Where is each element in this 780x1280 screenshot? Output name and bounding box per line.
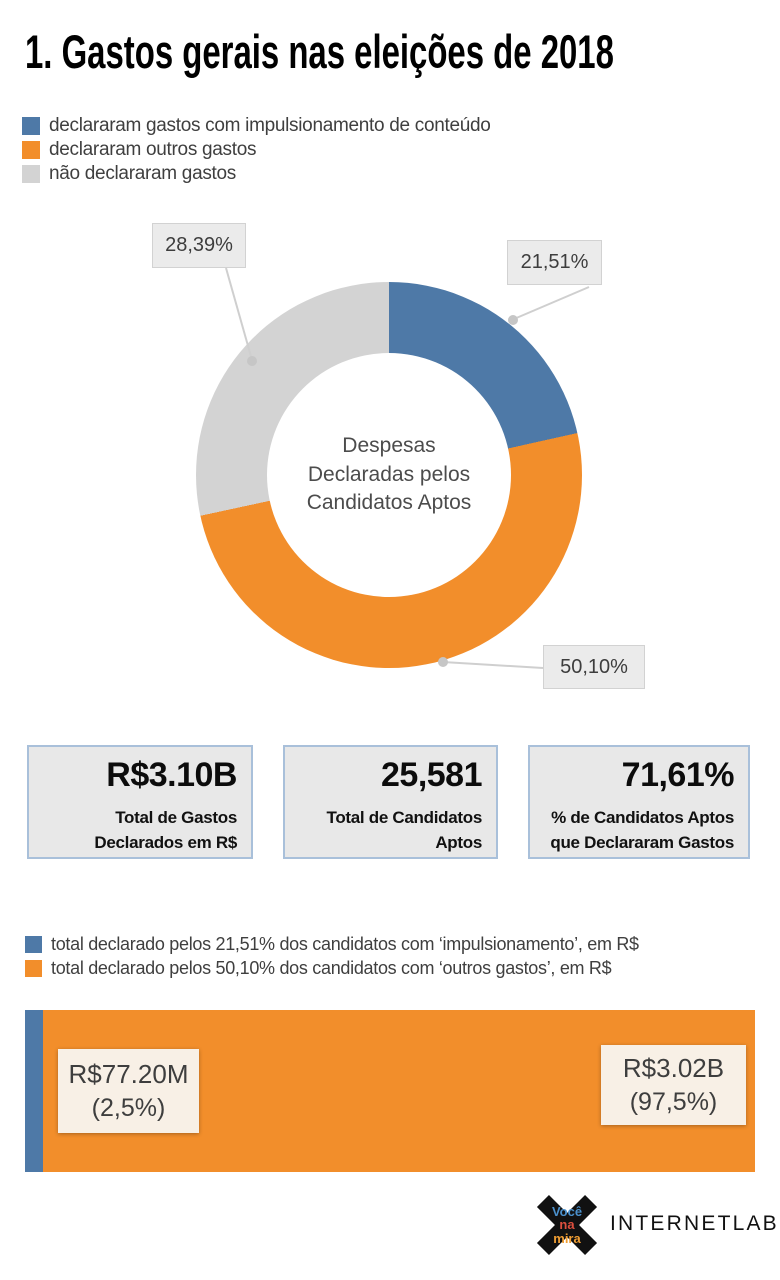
legend-item-nao-declararam: não declararam gastos: [22, 162, 491, 186]
legend-item-impulsionamento: declararam gastos com impulsionamento de…: [22, 114, 491, 138]
stat-box-total-candidatos: 25,581 Total de Candidatos Aptos: [283, 745, 498, 859]
legend-label: declararam gastos com impulsionamento de…: [49, 115, 491, 136]
stat-value: R$3.10B: [106, 756, 237, 794]
bar-legend: total declarado pelos 21,51% dos candida…: [25, 932, 639, 980]
donut-center-text: Despesas Declaradas pelos Candidatos Apt…: [306, 433, 472, 515]
legend-item-outros-gastos: declararam outros gastos: [22, 138, 491, 162]
page-title: 1. Gastos gerais nas eleições de 2018: [25, 25, 614, 78]
legend-swatch-blue-icon: [25, 935, 42, 953]
internetlab-logo: INTERNETLAB: [610, 1212, 779, 1235]
stat-label: Total de Candidatos Aptos: [326, 808, 483, 852]
legend-swatch-gray-icon: [22, 165, 40, 183]
legend-label: total declarado pelos 50,10% dos candida…: [51, 957, 612, 978]
voce-na-mira-logo: Você na mira: [536, 1194, 598, 1256]
legend-swatch-blue-icon: [22, 117, 40, 135]
legend-item-bar-outros: total declarado pelos 50,10% dos candida…: [25, 956, 639, 980]
legend-label: não declararam gastos: [49, 163, 236, 184]
stat-label: % de Candidatos Aptos que Declararam Gas…: [550, 808, 734, 852]
stat-value: 25,581: [381, 756, 483, 794]
legend-label: declararam outros gastos: [49, 139, 257, 160]
voce-na-mira-text: Você na mira: [551, 1203, 583, 1246]
bar-callout-pct: (2,5%): [91, 1094, 166, 1123]
bar-callout-value: R$3.02B: [622, 1053, 725, 1084]
donut-label-gray: 28,39%: [152, 223, 246, 268]
bar-callout-pct: (97,5%): [629, 1088, 718, 1117]
legend-swatch-orange-icon: [25, 959, 42, 977]
bar-callout-impulsionamento: R$77.20M (2,5%): [58, 1049, 199, 1133]
bar-segment-impulsionamento: [25, 1010, 44, 1172]
bar-callout-outros: R$3.02B (97,5%): [601, 1045, 746, 1125]
stat-box-total-gastos: R$3.10B Total de Gastos Declarados em R$: [27, 745, 253, 859]
stat-box-pct-declararam: 71,61% % de Candidatos Aptos que Declara…: [528, 745, 750, 859]
legend-label: total declarado pelos 21,51% dos candida…: [51, 933, 639, 954]
bar-callout-value: R$77.20M: [68, 1059, 189, 1090]
stat-label: Total de Gastos Declarados em R$: [94, 808, 237, 852]
legend-item-bar-impulsionamento: total declarado pelos 21,51% dos candida…: [25, 932, 639, 956]
donut-legend: declararam gastos com impulsionamento de…: [22, 114, 491, 186]
stat-value: 71,61%: [621, 756, 735, 794]
legend-swatch-orange-icon: [22, 141, 40, 159]
donut-label-orange: 50,10%: [543, 645, 645, 689]
donut-label-blue: 21,51%: [507, 240, 602, 285]
donut-chart: Despesas Declaradas pelos Candidatos Apt…: [196, 282, 582, 668]
donut-center: Despesas Declaradas pelos Candidatos Apt…: [267, 353, 511, 597]
